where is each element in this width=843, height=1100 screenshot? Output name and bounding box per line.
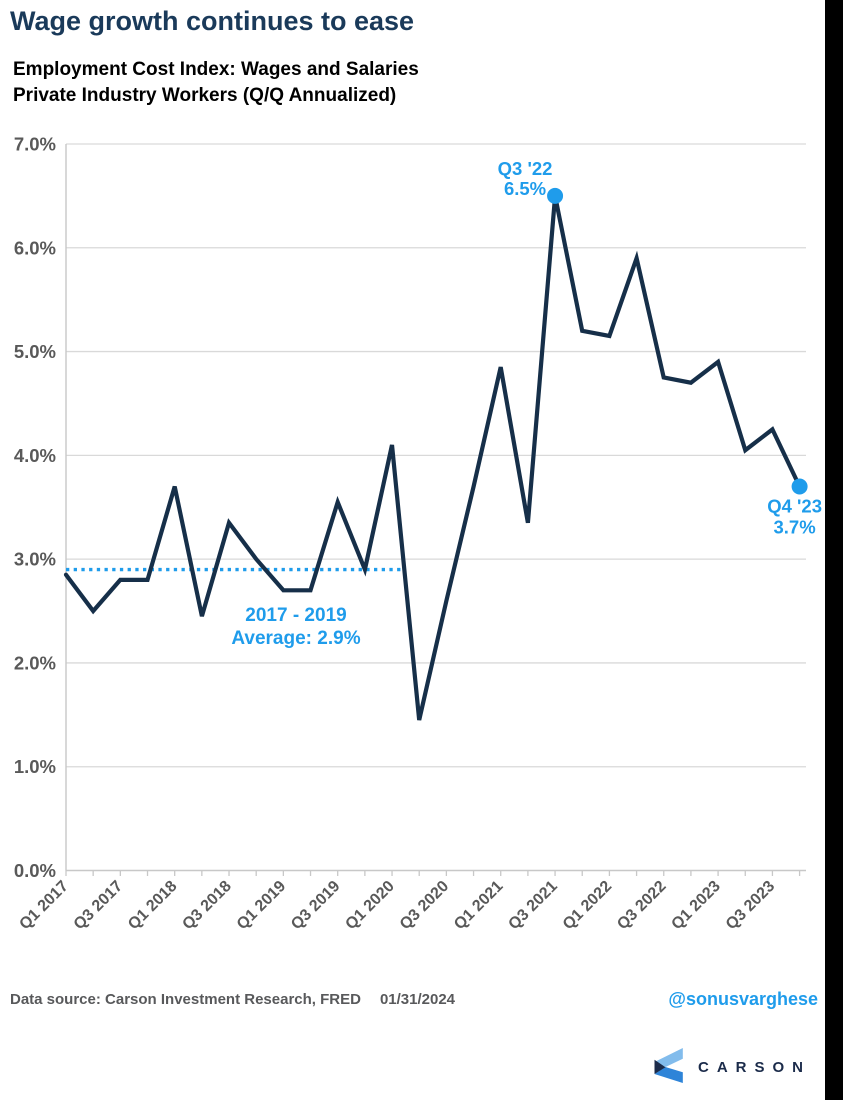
carson-logo-bottom-wing xyxy=(654,1067,683,1083)
x-tick-label: Q3 2019 xyxy=(288,878,343,933)
chart-subtitle-line-1: Employment Cost Index: Wages and Salarie… xyxy=(13,59,419,80)
annotation-label-line2: 3.7% xyxy=(774,516,816,537)
x-tick-label: Q1 2023 xyxy=(668,878,723,933)
carson-logo-center-triangle xyxy=(654,1059,666,1074)
carson-logo: CARSON xyxy=(654,1048,814,1086)
x-tick-label: Q3 2023 xyxy=(723,878,778,933)
annotation-marker-dot xyxy=(547,187,564,204)
x-tick-label: Q3 2017 xyxy=(71,878,126,933)
x-tick-label: Q3 2021 xyxy=(505,878,560,933)
chart-subtitle-line-2: Private Industry Workers (Q/Q Annualized… xyxy=(13,85,397,106)
x-tick-label: Q1 2022 xyxy=(560,878,615,933)
y-tick-label: 4.0% xyxy=(14,445,56,466)
chart-title: Wage growth continues to ease xyxy=(10,6,415,36)
x-tick-label: Q1 2019 xyxy=(234,878,289,933)
twitter-handle: @sonusvarghese xyxy=(668,989,818,1009)
x-tick-label: Q3 2022 xyxy=(614,878,669,933)
data-source-text: Data source: Carson Investment Research,… xyxy=(10,991,361,1008)
data-source-date: 01/31/2024 xyxy=(379,991,456,1008)
carson-logo-icon xyxy=(654,1048,683,1083)
y-tick-label: 6.0% xyxy=(14,237,56,258)
y-tick-label: 7.0% xyxy=(14,134,56,155)
x-tick-label: Q1 2021 xyxy=(451,878,506,933)
wage-growth-line-chart: 0.0%1.0%2.0%3.0%4.0%5.0%6.0%7.0%Q1 2017Q… xyxy=(14,134,822,934)
y-tick-label: 3.0% xyxy=(14,549,56,570)
average-label-line2: Average: 2.9% xyxy=(231,628,360,649)
y-tick-label: 2.0% xyxy=(14,652,56,673)
y-tick-label: 5.0% xyxy=(14,341,56,362)
x-tick-label: Q1 2018 xyxy=(125,878,180,933)
annotation-marker-dot xyxy=(791,478,808,495)
x-tick-label: Q3 2020 xyxy=(397,878,452,933)
carson-logo-top-wing xyxy=(654,1048,683,1067)
annotation-label-line1: Q3 '22 xyxy=(498,158,553,179)
x-tick-label: Q1 2017 xyxy=(16,878,71,933)
data-source: Data source: Carson Investment Research,… xyxy=(10,991,455,1008)
chart-subtitle: Employment Cost Index: Wages and Salarie… xyxy=(13,57,419,109)
right-black-border xyxy=(825,0,843,1100)
annotation-label-line2: 6.5% xyxy=(504,178,546,199)
x-tick-label: Q1 2020 xyxy=(342,878,397,933)
y-tick-label: 1.0% xyxy=(14,756,56,777)
x-tick-label: Q3 2018 xyxy=(179,878,234,933)
y-tick-label: 0.0% xyxy=(14,860,56,881)
carson-logo-text: CARSON xyxy=(698,1059,812,1076)
average-label-line1: 2017 - 2019 xyxy=(245,605,346,626)
eci-series-line xyxy=(63,195,802,721)
annotation-label-line1: Q4 '23 xyxy=(767,495,822,516)
